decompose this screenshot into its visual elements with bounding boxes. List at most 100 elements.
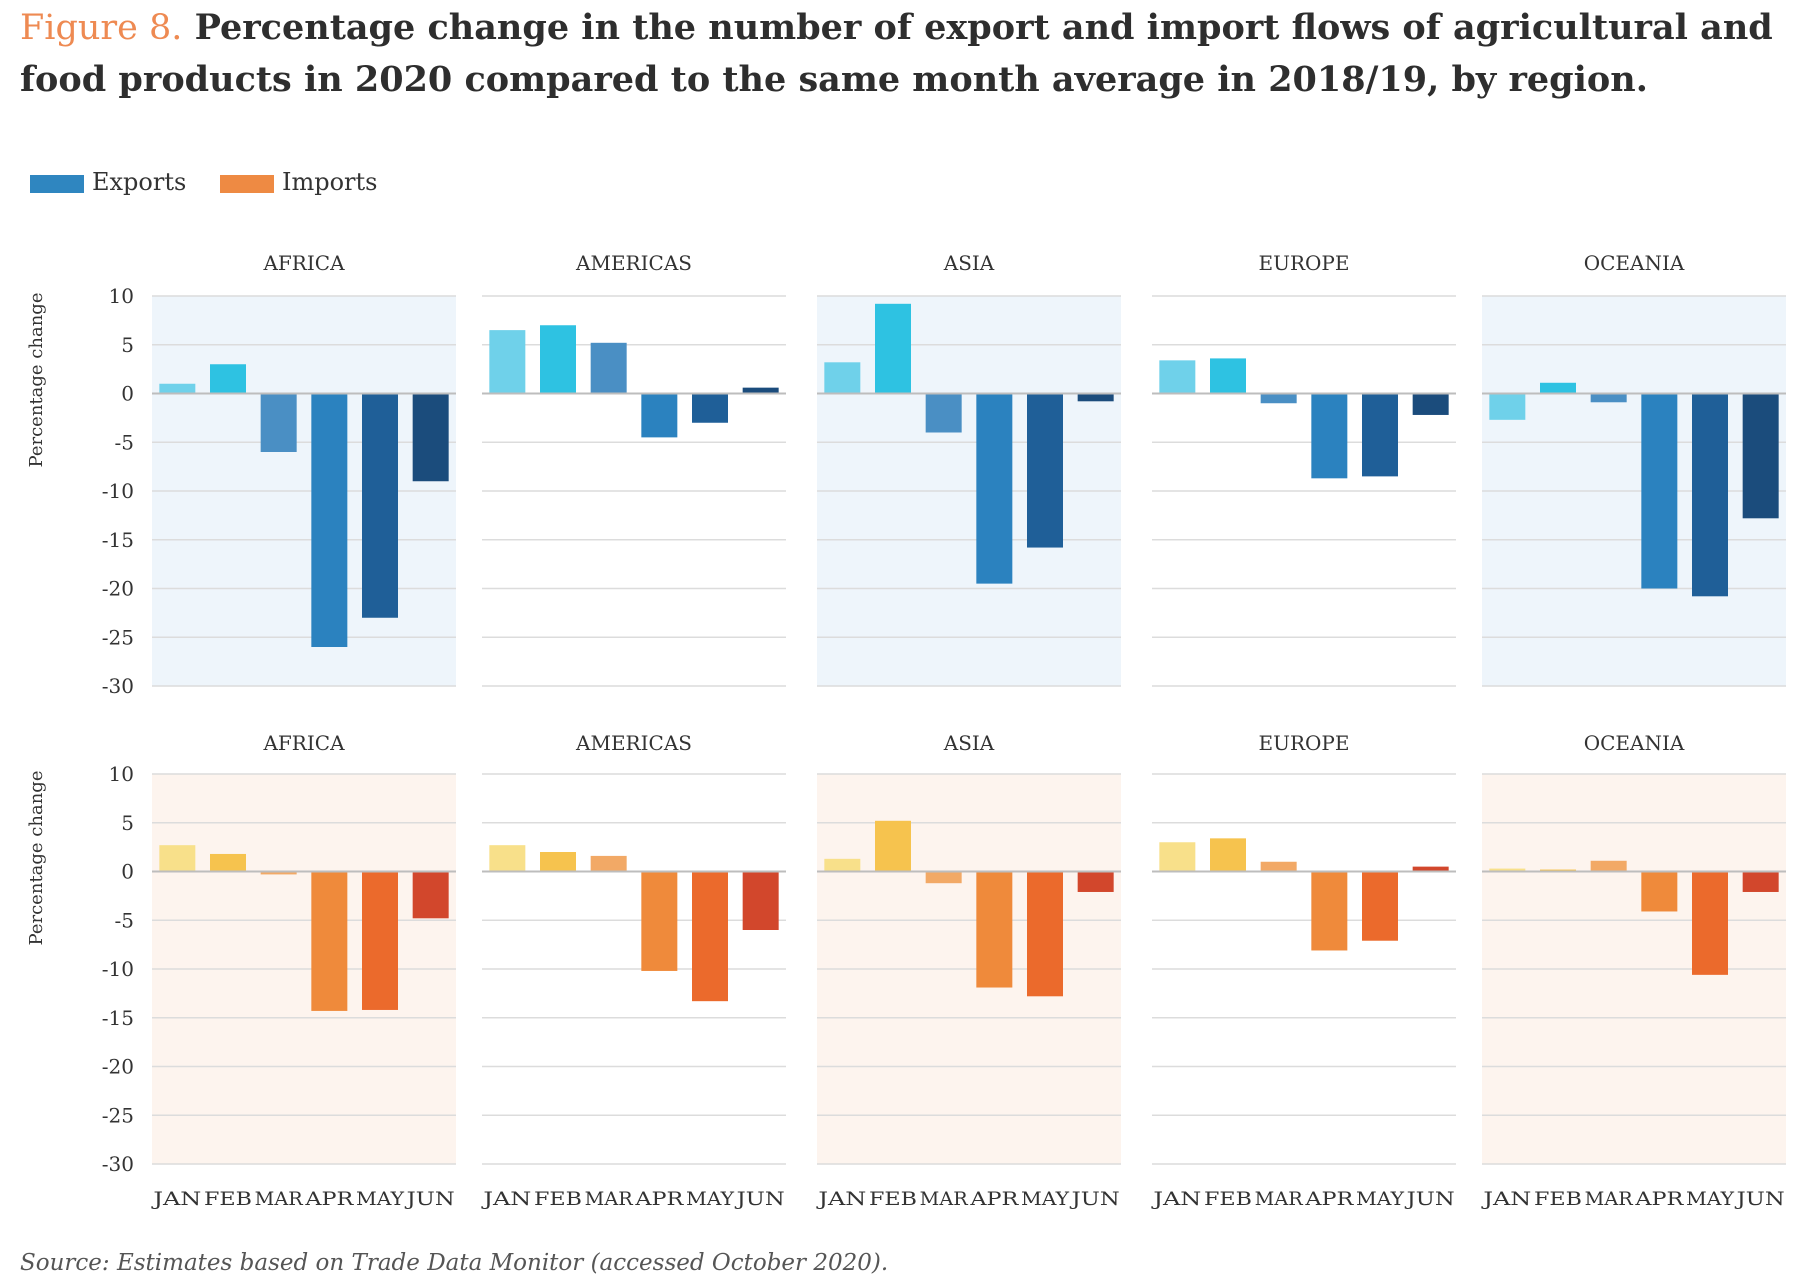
panel-title-imports-americas: AMERICAS	[575, 731, 692, 755]
legend-label-exports: Exports	[92, 168, 187, 196]
bar-imports-oceania-apr	[1641, 871, 1678, 912]
bar-imports-asia-mar	[925, 871, 962, 884]
x-tick-label-asia-mar: MAR	[920, 1188, 969, 1210]
bar-imports-europe-mar	[1260, 861, 1297, 872]
panel-title-exports-americas: AMERICAS	[575, 251, 692, 275]
y-tick-label-imports: -25	[102, 1103, 134, 1127]
x-tick-label-americas-apr: APR	[634, 1188, 684, 1210]
panel-title-imports-asia: ASIA	[943, 731, 995, 755]
legend-label-imports: Imports	[282, 168, 378, 196]
y-tick-label-imports: -15	[102, 1006, 134, 1030]
bar-imports-americas-jun	[742, 871, 779, 930]
x-tick-label-africa-apr: APR	[304, 1188, 354, 1210]
y-tick-label-exports: 5	[121, 333, 134, 357]
y-tick-label-imports: 5	[121, 811, 134, 835]
bar-exports-americas-apr	[641, 393, 678, 438]
y-tick-label-exports: -10	[102, 479, 134, 503]
x-tick-label-asia-jun: JUN	[1069, 1188, 1119, 1210]
x-tick-label-americas-jun: JUN	[734, 1188, 784, 1210]
x-tick-label-americas-may: MAY	[686, 1188, 734, 1210]
bar-exports-europe-jun	[1412, 393, 1449, 415]
bar-exports-europe-apr	[1311, 393, 1348, 479]
y-tick-label-imports: 0	[121, 860, 134, 884]
bar-exports-americas-jan	[489, 330, 526, 394]
bar-exports-oceania-jan	[1489, 393, 1526, 420]
x-tick-label-asia-may: MAY	[1021, 1188, 1069, 1210]
bar-imports-europe-jan	[1159, 842, 1196, 872]
y-tick-label-exports: 0	[121, 382, 134, 406]
bar-exports-europe-jan	[1159, 360, 1196, 394]
bar-imports-europe-jun	[1412, 866, 1449, 872]
figure-label: Figure 8.	[20, 8, 183, 48]
figure-title-text: Percentage change in the number of expor…	[20, 7, 1773, 100]
y-tick-label-imports: -10	[102, 957, 134, 981]
bar-exports-europe-feb	[1210, 358, 1246, 394]
x-tick-label-asia-jan: JAN	[816, 1188, 867, 1210]
bar-imports-oceania-jan	[1489, 868, 1526, 872]
y-tick-label-exports: -15	[102, 528, 134, 552]
bar-imports-asia-apr	[976, 871, 1013, 988]
panel-title-imports-europe: EUROPE	[1259, 731, 1350, 755]
bar-imports-africa-jun	[412, 871, 449, 919]
bar-exports-americas-jun	[742, 387, 779, 394]
bar-imports-americas-feb	[540, 852, 576, 872]
bar-imports-americas-apr	[641, 871, 678, 971]
legend-swatch-exports	[30, 174, 84, 193]
bar-exports-americas-feb	[540, 325, 576, 394]
panel-title-exports-asia: ASIA	[943, 251, 995, 275]
x-tick-label-oceania-jan: JAN	[1481, 1188, 1532, 1210]
bar-exports-africa-mar	[260, 393, 297, 452]
y-axis-label-exports: Percentage change	[26, 293, 47, 468]
bar-exports-europe-may	[1362, 393, 1398, 477]
bar-imports-americas-jan	[489, 845, 526, 872]
y-axis-label-imports: Percentage change	[26, 771, 47, 946]
x-tick-label-asia-apr: APR	[969, 1188, 1019, 1210]
legend-item-exports: Exports	[30, 168, 186, 196]
bar-imports-asia-jan	[824, 858, 861, 872]
panel-title-imports-oceania: OCEANIA	[1584, 731, 1685, 755]
bar-imports-asia-feb	[875, 820, 911, 872]
bar-imports-americas-may	[692, 871, 728, 1002]
bar-imports-africa-mar	[260, 871, 297, 875]
x-tick-label-americas-feb: FEB	[534, 1188, 582, 1210]
bar-imports-europe-feb	[1210, 838, 1246, 872]
bar-exports-oceania-may	[1692, 393, 1728, 597]
x-tick-label-americas-mar: MAR	[585, 1188, 634, 1210]
x-tick-label-europe-jan: JAN	[1151, 1188, 1202, 1210]
bar-imports-africa-jan	[159, 845, 196, 872]
bar-imports-oceania-mar	[1590, 860, 1627, 872]
bar-imports-europe-may	[1362, 871, 1398, 941]
x-tick-label-americas-jan: JAN	[481, 1188, 532, 1210]
bar-imports-americas-mar	[590, 855, 627, 872]
bar-exports-asia-jan	[824, 362, 861, 394]
bar-exports-oceania-mar	[1590, 393, 1627, 403]
x-tick-label-africa-mar: MAR	[255, 1188, 304, 1210]
bar-imports-africa-feb	[210, 853, 246, 872]
panel-title-exports-oceania: OCEANIA	[1584, 251, 1685, 275]
y-tick-label-exports: -25	[102, 625, 134, 649]
x-tick-label-europe-may: MAY	[1356, 1188, 1404, 1210]
bar-exports-asia-apr	[976, 393, 1013, 584]
bar-imports-asia-may	[1027, 871, 1063, 997]
x-tick-label-asia-feb: FEB	[869, 1188, 917, 1210]
x-tick-label-europe-jun: JUN	[1404, 1188, 1454, 1210]
bar-exports-oceania-feb	[1540, 382, 1576, 394]
bar-exports-africa-may	[362, 393, 398, 618]
bar-imports-africa-may	[362, 871, 398, 1010]
x-tick-label-oceania-jun: JUN	[1734, 1188, 1784, 1210]
panel-title-exports-africa: AFRICA	[262, 251, 345, 275]
bar-exports-americas-may	[692, 393, 728, 423]
bar-exports-oceania-apr	[1641, 393, 1678, 589]
bar-exports-americas-mar	[590, 342, 627, 394]
x-tick-label-africa-feb: FEB	[204, 1188, 252, 1210]
y-tick-label-imports: -5	[115, 908, 134, 932]
bar-exports-asia-feb	[875, 303, 911, 394]
figure-title: Figure 8. Percentage change in the numbe…	[20, 2, 1790, 106]
bar-exports-asia-jun	[1077, 393, 1114, 402]
bar-exports-oceania-jun	[1742, 393, 1779, 519]
bar-imports-oceania-jun	[1742, 871, 1779, 892]
x-tick-label-oceania-feb: FEB	[1534, 1188, 1582, 1210]
panel-title-imports-africa: AFRICA	[262, 731, 345, 755]
x-tick-label-africa-jun: JUN	[404, 1188, 454, 1210]
